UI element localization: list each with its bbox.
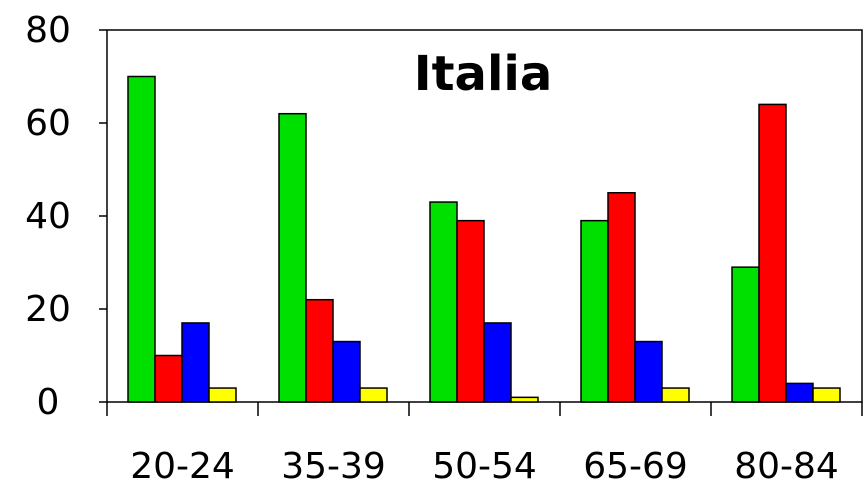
bar-35-39-series-4 [359,387,388,403]
bar-50-54-series-1 [429,201,458,403]
bar-35-39-series-2 [305,298,334,403]
bar-65-69-series-1 [580,219,609,403]
bar-20-24-series-2 [154,354,183,403]
bar-20-24-series-3 [181,322,210,403]
bar-20-24-series-1 [127,75,156,403]
bar-65-69-series-2 [607,192,636,403]
bar-35-39-series-1 [278,112,307,403]
labels: 0 20 40 60 80 20-24 35-39 50-54 65-69 80-84 [25,10,839,485]
bar-80-84-series-1 [731,266,760,403]
bar-50-54-series-3 [483,322,512,403]
bar-65-69-series-4 [661,387,690,403]
x-tick-label: 50-54 [432,446,537,485]
y-tick-label: 40 [25,196,71,237]
x-tick-label: 20-24 [130,446,235,485]
y-tick-label: 20 [25,289,71,330]
bar-80-84-series-3 [785,382,814,403]
x-tick-label: 35-39 [281,446,386,485]
y-tick-label: 0 [37,382,60,423]
bar-35-39-series-3 [332,340,361,403]
bar-80-84-series-4 [812,387,841,403]
y-tick-label: 80 [25,10,71,51]
bar-50-54-series-4 [510,396,539,403]
chart-title: Italia [414,46,553,102]
bar-65-69-series-3 [634,340,663,403]
y-tick-label: 60 [25,103,71,144]
x-tick-label: 65-69 [583,446,688,485]
bars [127,75,841,403]
x-tick-label: 80-84 [734,446,839,485]
bar-50-54-series-2 [456,219,485,403]
bar-20-24-series-4 [208,387,237,403]
bar-80-84-series-2 [758,103,787,403]
